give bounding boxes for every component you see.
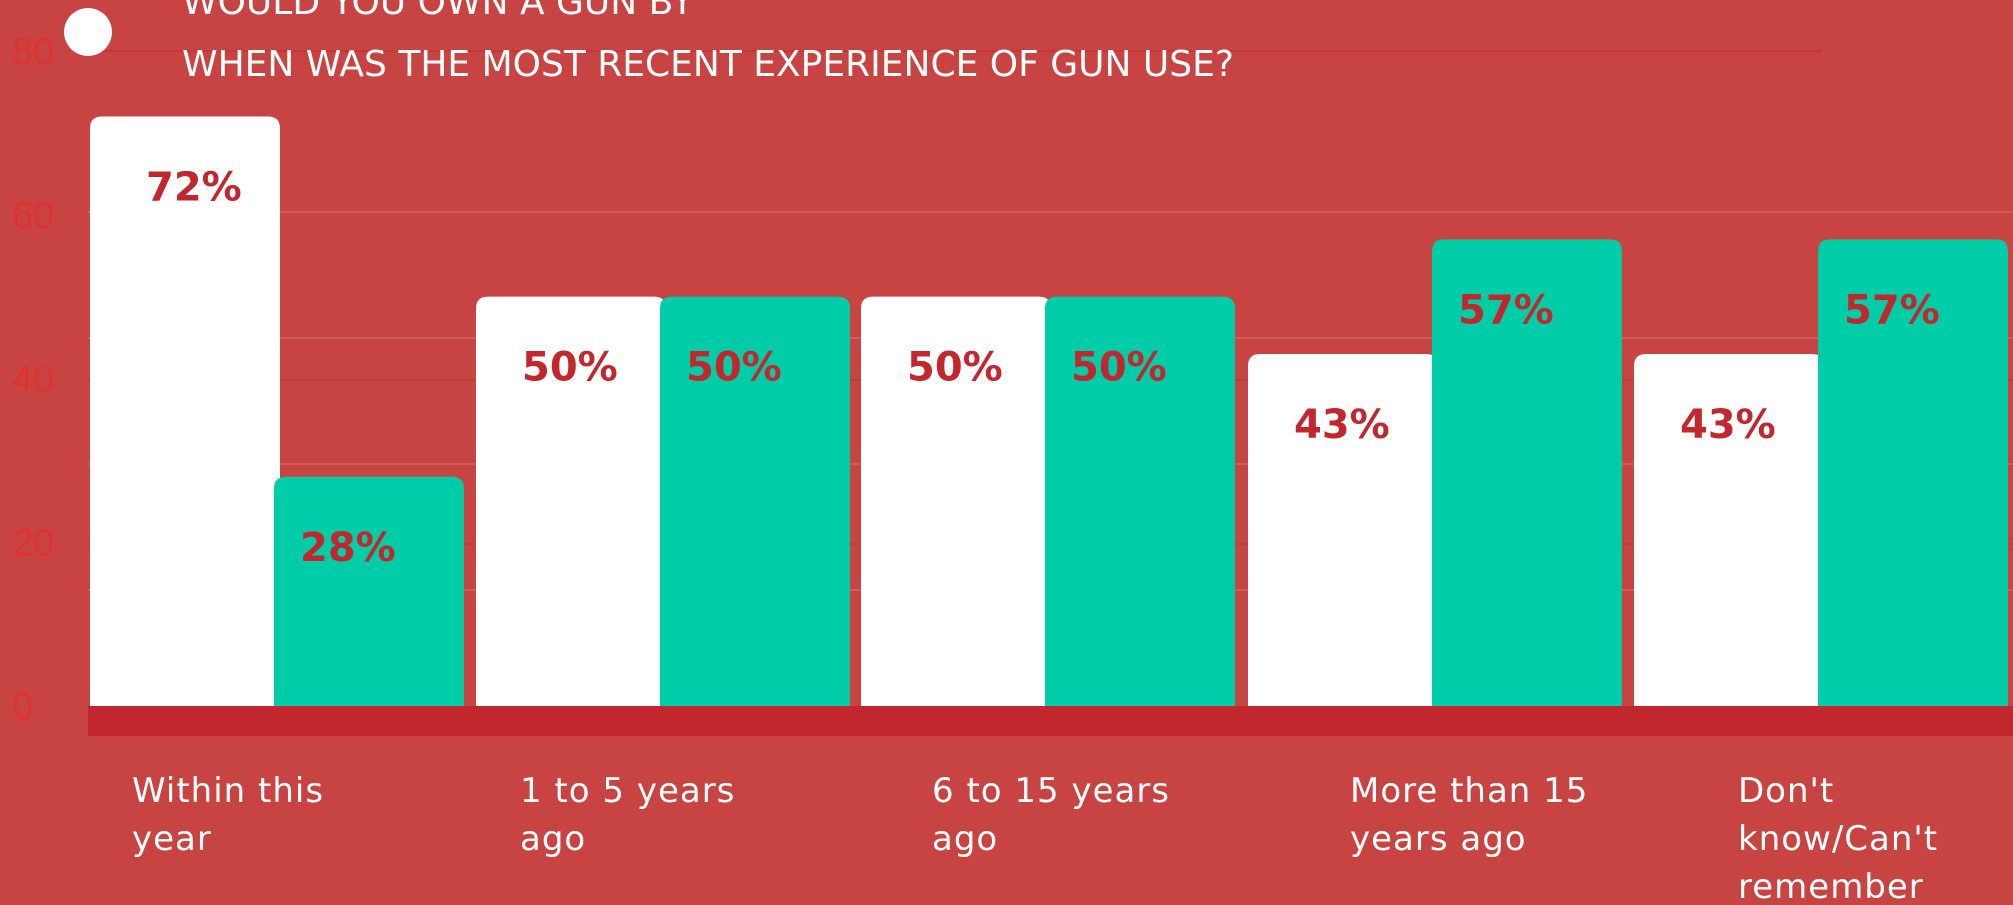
legend-marker: [64, 8, 112, 56]
x-category-line: ago: [520, 819, 586, 859]
chart-title: WOULD YOU OWN A GUN BY WHEN WAS THE MOST …: [182, 0, 1234, 85]
bar-value-label: 50%: [686, 345, 782, 391]
y-tick-label: 60: [12, 195, 54, 237]
y-tick-label: 20: [12, 522, 54, 564]
x-category-line: More than 15: [1350, 771, 1588, 811]
bars: 72% 50% 50% 43% 43% 28% 50% 50% 57% 57%: [90, 116, 2008, 712]
x-category-label: More than 15 years ago: [1350, 771, 1588, 859]
bar: [1045, 296, 1235, 712]
chart-title-line: WOULD YOU OWN A GUN BY: [182, 0, 694, 23]
x-category-line: year: [132, 819, 212, 859]
y-tick-label: 80: [12, 31, 54, 73]
bar-value-label: 50%: [522, 345, 618, 391]
y-axis: 0 20 40 60 80: [12, 31, 54, 728]
x-category-label: Within this year: [132, 771, 324, 859]
bar: [274, 476, 464, 712]
bar-value-label: 72%: [146, 165, 242, 211]
x-category-line: ago: [932, 819, 998, 859]
bar: [1248, 353, 1438, 712]
x-category-line: Don't: [1738, 771, 1834, 811]
baseline-bar: [88, 706, 2013, 736]
bar-value-label: 28%: [300, 525, 396, 571]
x-category-label: 1 to 5 years ago: [520, 771, 735, 859]
x-category-line: 6 to 15 years: [932, 771, 1170, 811]
x-category-line: 1 to 5 years: [520, 771, 735, 811]
x-category-line: years ago: [1350, 819, 1527, 859]
bar: [660, 296, 850, 712]
bar: [861, 296, 1051, 712]
x-category-label: 6 to 15 years ago: [932, 771, 1170, 859]
bar: [1634, 353, 1824, 712]
x-category-line: remember: [1738, 867, 1924, 905]
bar: [90, 116, 280, 712]
x-category-label: Don't know/Can't remember: [1738, 771, 1938, 905]
y-tick-label: 40: [12, 359, 54, 401]
x-category-line: know/Can't: [1738, 819, 1938, 859]
chart-title-line: WHEN WAS THE MOST RECENT EXPERIENCE OF G…: [182, 44, 1234, 85]
bar-value-label: 57%: [1458, 287, 1554, 333]
bar-value-label: 43%: [1680, 402, 1776, 448]
bar-value-label: 50%: [1071, 345, 1167, 391]
y-tick-label: 0: [12, 686, 33, 728]
bar: [1432, 239, 1622, 712]
bar-value-label: 50%: [907, 345, 1003, 391]
bar: [1818, 239, 2008, 712]
bar-value-label: 43%: [1294, 402, 1390, 448]
bar: [476, 296, 666, 712]
bar-value-label: 57%: [1844, 287, 1940, 333]
x-category-line: Within this: [132, 771, 324, 811]
